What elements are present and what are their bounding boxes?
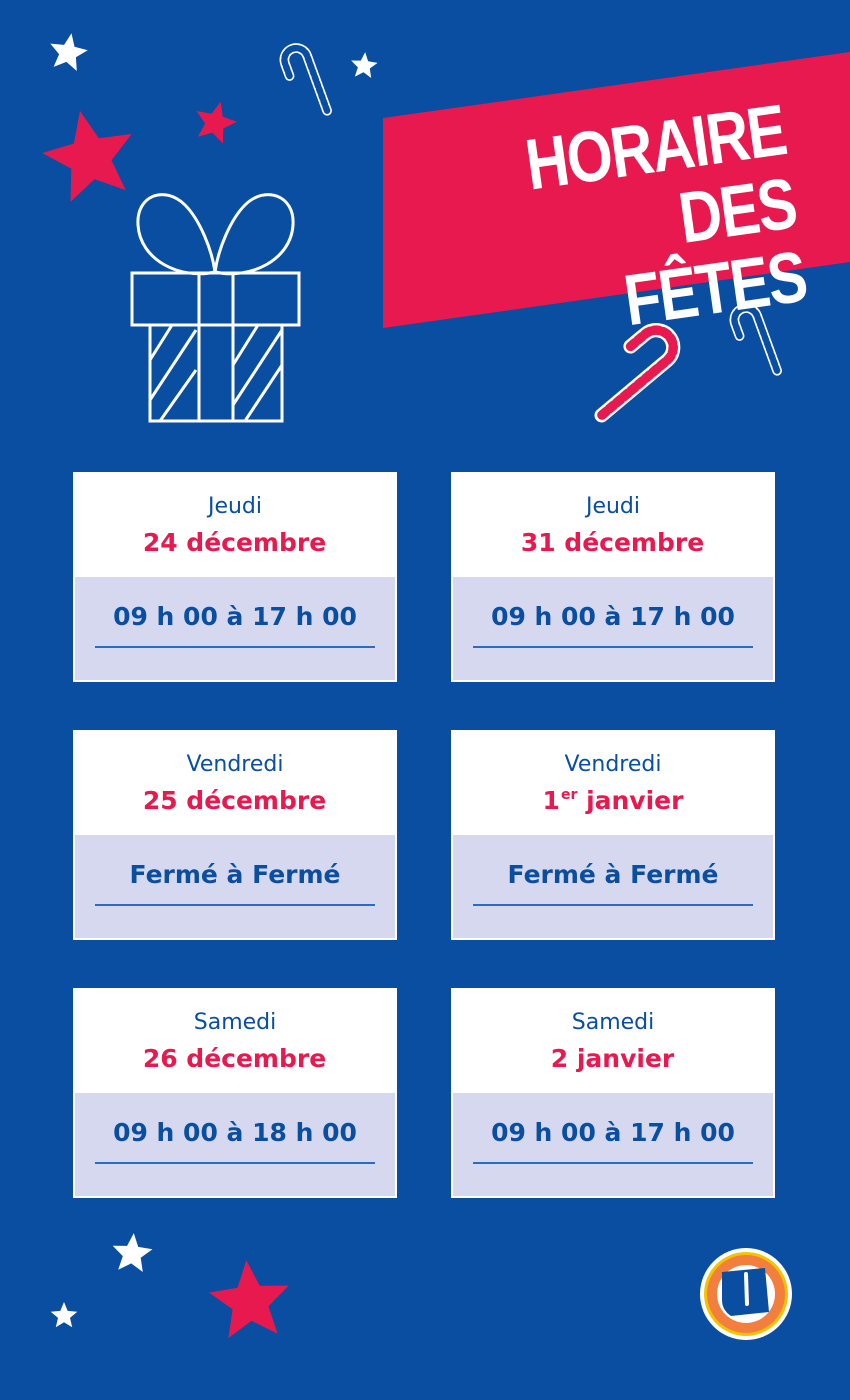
page-title: HORAIRE DES FÊTES xyxy=(491,90,811,353)
date-label: 2 janvier xyxy=(453,1036,773,1076)
hours-label: 09 h 00 à 17 h 00 xyxy=(491,602,735,631)
date-main: 24 décembre xyxy=(142,528,327,557)
star-icon xyxy=(351,52,378,78)
date-label: 26 décembre xyxy=(75,1036,395,1076)
date-label: 24 décembre xyxy=(75,520,395,560)
divider xyxy=(95,904,375,906)
day-label: Jeudi xyxy=(585,494,641,519)
candy-cane-icon xyxy=(594,323,681,423)
day-label: Vendredi xyxy=(564,752,662,777)
date-rest: janvier xyxy=(577,786,684,815)
hours-label: Fermé à Fermé xyxy=(129,860,341,889)
date-superscript: er xyxy=(560,787,578,803)
date-main: 26 décembre xyxy=(142,1044,327,1073)
divider xyxy=(473,1162,753,1164)
date-main: 31 décembre xyxy=(520,528,705,557)
star-icon xyxy=(42,111,132,202)
date-main: 1 xyxy=(542,786,560,815)
card-header: Jeudi 31 décembre xyxy=(453,474,773,577)
star-icon xyxy=(50,33,88,71)
card-header: Samedi 2 janvier xyxy=(453,990,773,1093)
divider xyxy=(473,646,753,648)
divider xyxy=(95,646,375,648)
star-icon xyxy=(112,1233,153,1272)
gift-icon xyxy=(130,193,301,423)
schedule-card: Vendredi 1er janvier Fermé à Fermé xyxy=(451,730,775,940)
hours-label: Fermé à Fermé xyxy=(507,860,719,889)
logo-u xyxy=(700,1248,792,1340)
date-label: 1er janvier xyxy=(453,778,773,818)
date-main: 25 décembre xyxy=(142,786,327,815)
date-label: 31 décembre xyxy=(453,520,773,560)
hours-label: 09 h 00 à 17 h 00 xyxy=(113,602,357,631)
card-header: Samedi 26 décembre xyxy=(75,990,395,1093)
day-label: Vendredi xyxy=(186,752,284,777)
card-header: Jeudi 24 décembre xyxy=(75,474,395,577)
candy-cane-icon xyxy=(729,303,782,376)
schedule-card: Samedi 2 janvier 09 h 00 à 17 h 00 xyxy=(451,988,775,1198)
star-icon xyxy=(209,1260,289,1338)
divider xyxy=(473,904,753,906)
hours-label: 09 h 00 à 17 h 00 xyxy=(491,1118,735,1147)
schedule-card: Jeudi 31 décembre 09 h 00 à 17 h 00 xyxy=(451,472,775,682)
hours-label: 09 h 00 à 18 h 00 xyxy=(113,1118,357,1147)
day-label: Samedi xyxy=(193,1010,277,1035)
schedule-card: Jeudi 24 décembre 09 h 00 à 17 h 00 xyxy=(73,472,397,682)
day-label: Samedi xyxy=(571,1010,655,1035)
card-header: Vendredi 25 décembre xyxy=(75,732,395,835)
title-banner xyxy=(383,52,850,328)
date-label: 25 décembre xyxy=(75,778,395,818)
schedule-card: Vendredi 25 décembre Fermé à Fermé xyxy=(73,730,397,940)
candy-cane-icon xyxy=(279,43,332,116)
star-icon xyxy=(50,1302,78,1328)
star-icon xyxy=(196,101,237,144)
date-main: 2 janvier xyxy=(550,1044,675,1073)
schedule-card: Samedi 26 décembre 09 h 00 à 18 h 00 xyxy=(73,988,397,1198)
card-header: Vendredi 1er janvier xyxy=(453,732,773,835)
divider xyxy=(95,1162,375,1164)
day-label: Jeudi xyxy=(207,494,263,519)
